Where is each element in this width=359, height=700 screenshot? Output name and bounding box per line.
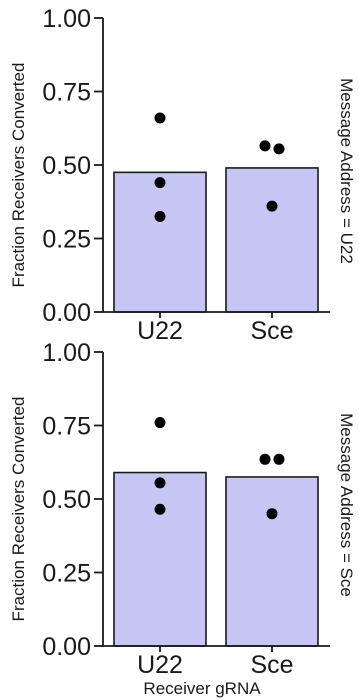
chart-panels: 0.00 0.25 0.50 0.75 1.00 U22 Sce Fraction Recei… — [9, 5, 356, 679]
y-tick-label: 0.00 — [42, 633, 91, 661]
x-tick-label-u22: U22 — [137, 651, 183, 679]
y-tick-label: 0.50 — [42, 486, 91, 514]
panel-2: 0.00 0.25 0.50 0.75 1.00 U22 Sce Fraction Recei… — [9, 339, 356, 679]
data-point — [154, 503, 166, 515]
y-tick-label: 0.75 — [42, 79, 91, 107]
y-tick-label: 1.00 — [42, 5, 91, 33]
y-tick-label: 1.00 — [42, 339, 91, 367]
facet-label: Message Address = Sce — [337, 413, 356, 597]
data-point — [259, 140, 271, 152]
y-axis-title: Fraction Receivers Converted — [9, 397, 28, 622]
y-tick-label: 0.50 — [42, 152, 91, 180]
data-point — [154, 177, 166, 189]
data-point — [154, 417, 166, 429]
y-tick-label: 0.25 — [42, 560, 91, 588]
y-tick-label: 0.25 — [42, 226, 91, 254]
x-tick-label-sce: Sce — [250, 317, 293, 345]
bar-u22 — [113, 171, 207, 313]
bar-sce — [225, 476, 319, 647]
data-point — [266, 200, 278, 212]
data-point — [273, 143, 285, 155]
y-axis-title: Fraction Receivers Converted — [9, 63, 28, 288]
data-point — [154, 210, 166, 222]
x-tick-label-sce: Sce — [250, 651, 293, 679]
bar-sce — [225, 167, 319, 313]
data-point — [154, 112, 166, 124]
data-point — [273, 453, 285, 465]
y-tick-label: 0.75 — [42, 413, 91, 441]
data-point — [154, 477, 166, 489]
facet-label: Message Address = U22 — [337, 78, 356, 264]
panel-1: 0.00 0.25 0.50 0.75 1.00 U22 Sce Fraction Recei… — [9, 5, 356, 345]
x-axis-title: Receiver gRNA — [143, 679, 261, 698]
bar-u22 — [113, 471, 207, 647]
data-point — [259, 453, 271, 465]
data-point — [266, 508, 278, 520]
x-tick-label-u22: U22 — [137, 317, 183, 345]
y-tick-label: 0.00 — [42, 299, 91, 327]
